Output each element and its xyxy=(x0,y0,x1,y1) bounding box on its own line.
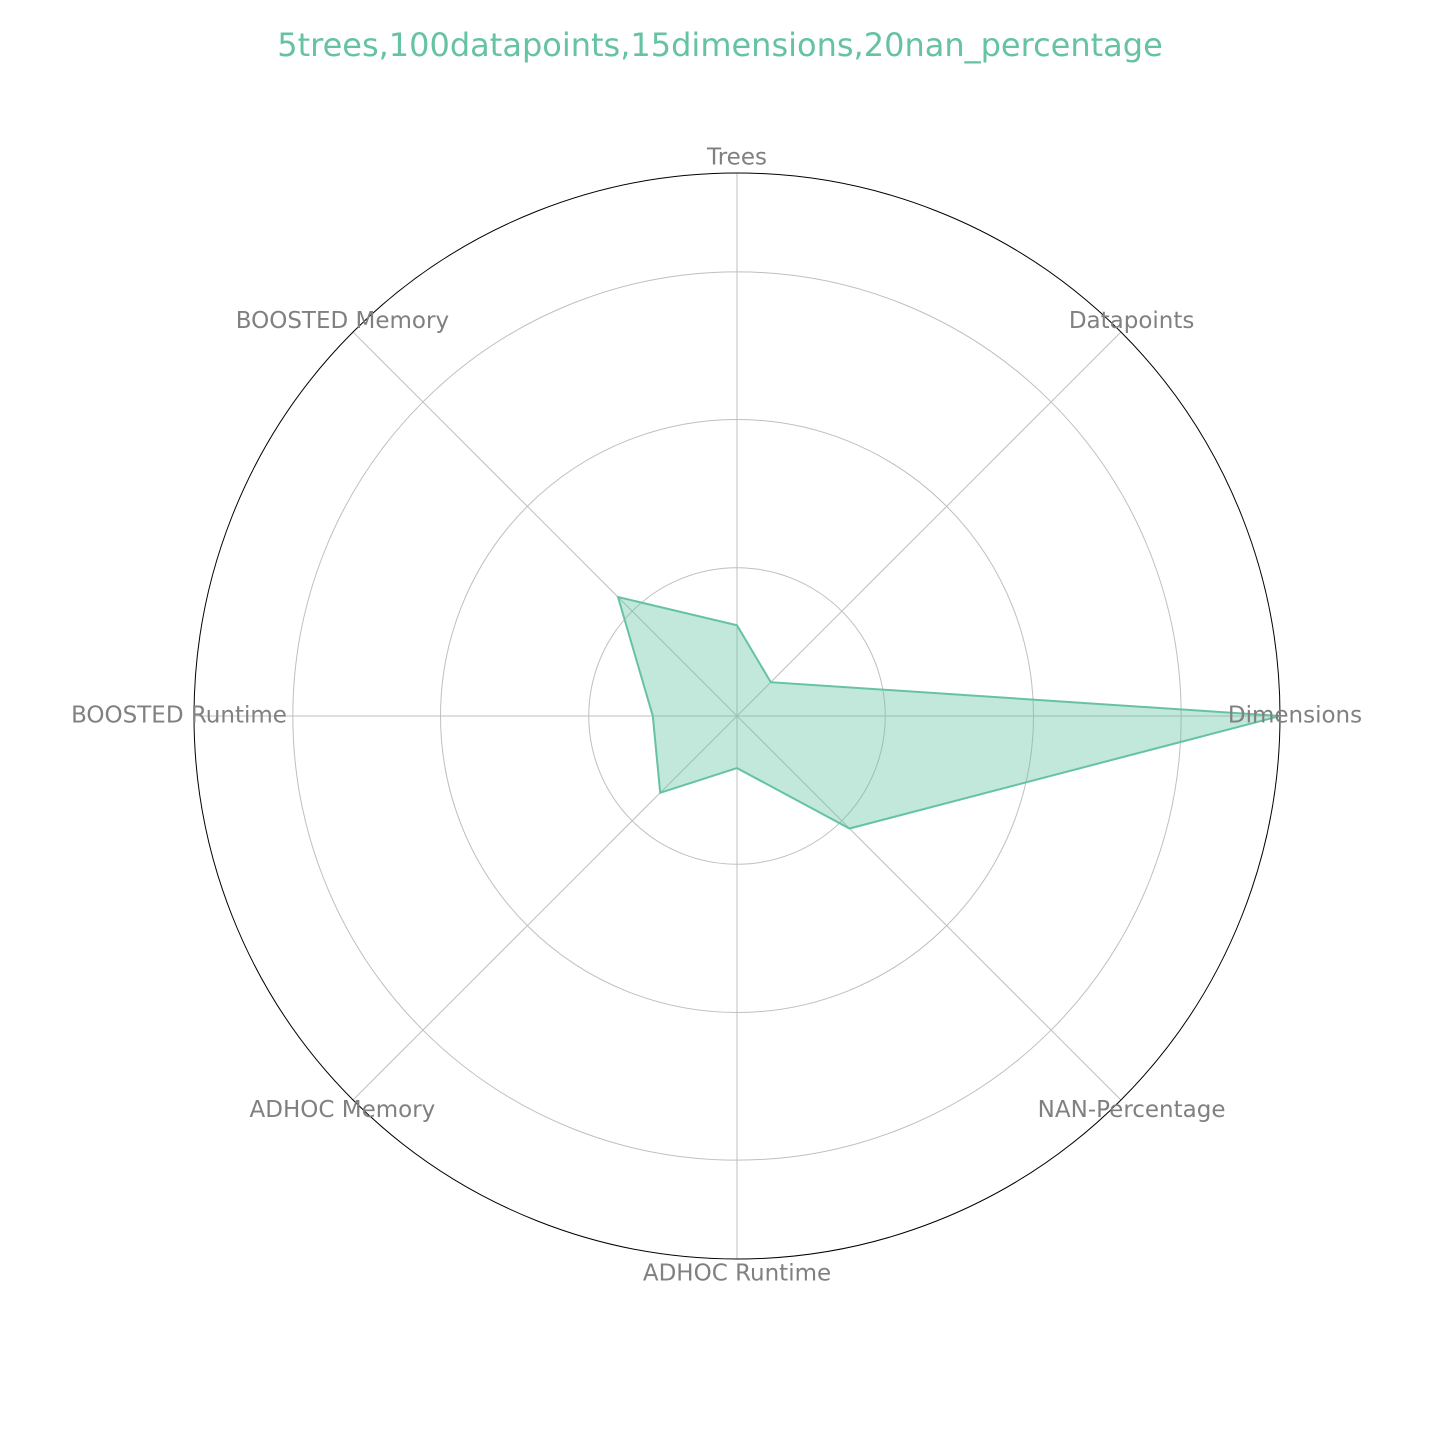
axis-label-4: ADHOC Runtime xyxy=(643,1261,831,1287)
spoke-7 xyxy=(352,331,738,717)
spoke-5 xyxy=(352,715,738,1101)
axis-label-6: BOOSTED Runtime xyxy=(71,703,287,729)
axis-label-2: Dimensions xyxy=(1228,703,1362,729)
radar-data xyxy=(616,595,1281,830)
spoke-3 xyxy=(736,715,1122,1101)
data-series-polygon xyxy=(616,595,1281,830)
axis-label-1: Datapoints xyxy=(1069,308,1195,334)
axis-label-7: BOOSTED Memory xyxy=(236,308,449,334)
axis-label-3: NAN-Percentage xyxy=(1038,1097,1226,1123)
axis-label-0: Trees xyxy=(706,145,767,171)
radar-grid xyxy=(193,172,1281,1260)
radar-axis-labels: Trees Datapoints Dimensions NAN-Percentage A… xyxy=(71,145,1362,1287)
spoke-1 xyxy=(736,331,1122,717)
chart-title: 5trees,100datapoints,15dimensions,20nan_… xyxy=(277,26,1163,64)
axis-label-5: ADHOC Memory xyxy=(250,1097,436,1123)
